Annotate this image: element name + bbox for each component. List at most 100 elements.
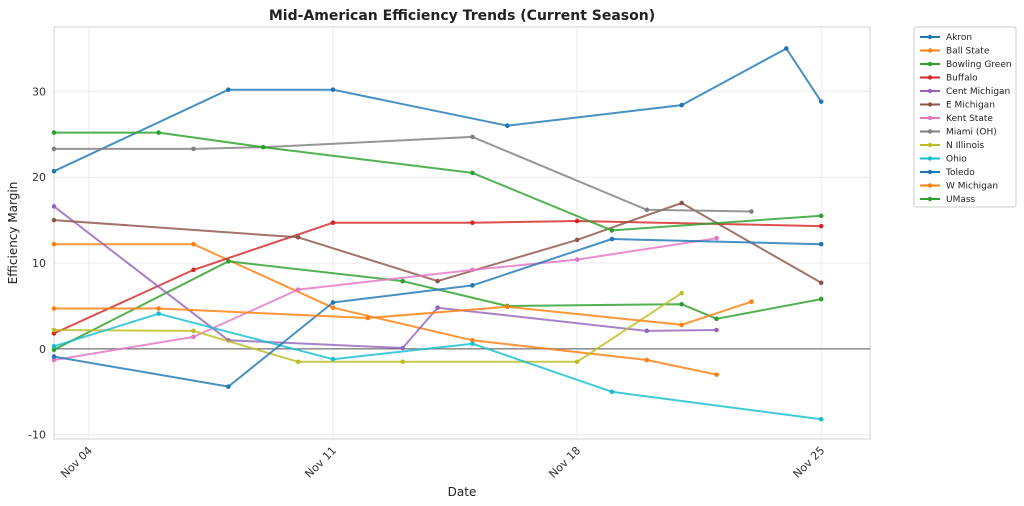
data-point [749, 299, 754, 304]
series-group [51, 46, 824, 422]
data-point [818, 223, 824, 229]
series-line-e-michigan [53, 202, 822, 284]
data-point [156, 311, 161, 316]
data-point [679, 301, 684, 307]
legend-item: Ball State [920, 47, 990, 57]
series-line-miami-oh [54, 135, 752, 213]
data-point [51, 344, 57, 349]
data-point [330, 356, 336, 362]
legend-item: N Illinois [920, 141, 984, 151]
data-point [714, 372, 719, 377]
legend-label: Ohio [946, 155, 967, 165]
legend-item: W Michigan [920, 182, 998, 192]
data-point [330, 305, 336, 310]
data-point [51, 168, 57, 174]
data-point [714, 235, 719, 241]
data-point [818, 416, 824, 422]
data-point [574, 237, 580, 243]
data-point [505, 123, 510, 129]
legend-item: Miami (OH) [920, 128, 997, 138]
data-point [191, 267, 196, 273]
data-point [505, 304, 510, 310]
data-point [51, 354, 57, 359]
legend-item: UMass [920, 195, 976, 205]
data-point [51, 331, 57, 336]
legend-item: Cent Michigan [920, 87, 1010, 97]
data-point [51, 306, 57, 311]
data-point [51, 327, 57, 333]
plot-frame [53, 26, 871, 440]
data-point [51, 357, 57, 363]
data-point [470, 283, 475, 288]
legend-label: W Michigan [946, 182, 998, 192]
data-point [365, 315, 371, 321]
y-axis-ticks: -10 0 10 20 30 [28, 85, 46, 441]
legend-item: Toledo [920, 168, 975, 178]
legend-label: Kent State [946, 114, 993, 124]
legend-items: Akron Ball State Bowling Green Buffalo Cent … [920, 33, 1012, 205]
series-line-n-illinois [53, 292, 683, 363]
data-point [609, 389, 615, 395]
series-line-kent-state [53, 237, 717, 361]
data-point [330, 220, 336, 225]
data-point [400, 278, 406, 284]
data-point [435, 278, 440, 284]
legend-marker [927, 48, 933, 53]
data-point [51, 347, 57, 353]
data-point [226, 87, 231, 92]
legend-marker [927, 196, 933, 202]
series-line-cent-michigan [53, 205, 717, 349]
legend-label: Miami (OH) [946, 128, 997, 138]
data-point [470, 170, 475, 176]
data-point [818, 296, 824, 302]
y-axis-label: Efficiency Margin [6, 182, 20, 285]
legend: Akron Ball State Bowling Green Buffalo Cent … [913, 26, 1017, 208]
data-point [191, 241, 196, 247]
legend-label: Akron [946, 33, 972, 43]
series-line-ball-state [54, 243, 717, 376]
data-point [784, 46, 789, 51]
legend-marker [927, 156, 933, 161]
y-tick-label: 30 [32, 85, 46, 98]
data-point [714, 327, 719, 333]
legend-label: E Michigan [946, 101, 995, 111]
data-point [51, 146, 57, 152]
legend-label: N Illinois [946, 141, 984, 151]
data-point [295, 359, 301, 365]
data-point [679, 102, 684, 108]
series-line-ohio [53, 312, 822, 421]
legend-marker [927, 169, 933, 175]
data-point [435, 305, 440, 310]
data-point [818, 241, 824, 247]
data-point [51, 241, 57, 247]
legend-marker [927, 88, 933, 94]
data-point [644, 328, 650, 334]
data-point [330, 87, 336, 92]
legend-label: UMass [946, 195, 976, 205]
legend-label: Toledo [945, 168, 975, 178]
data-point [191, 328, 196, 334]
series-ball-state [51, 241, 719, 377]
series-line-buffalo [53, 220, 822, 335]
legend-item: Ohio [920, 155, 967, 165]
data-point [679, 322, 684, 328]
data-point [679, 200, 684, 206]
legend-marker [927, 142, 933, 148]
data-point [714, 316, 719, 322]
y-tick-label: 0 [39, 343, 46, 356]
data-point [156, 306, 161, 311]
legend-label: Bowling Green [946, 60, 1012, 70]
data-point [51, 130, 57, 135]
data-point [400, 359, 406, 365]
legend-marker [927, 183, 933, 188]
legend-item: Buffalo [920, 74, 978, 84]
data-point [574, 359, 580, 365]
data-point [156, 130, 161, 135]
data-point [226, 259, 231, 264]
series-ohio [51, 311, 824, 422]
data-point [574, 218, 580, 224]
legend-label: Cent Michigan [946, 87, 1010, 97]
series-cent-michigan [51, 204, 719, 351]
